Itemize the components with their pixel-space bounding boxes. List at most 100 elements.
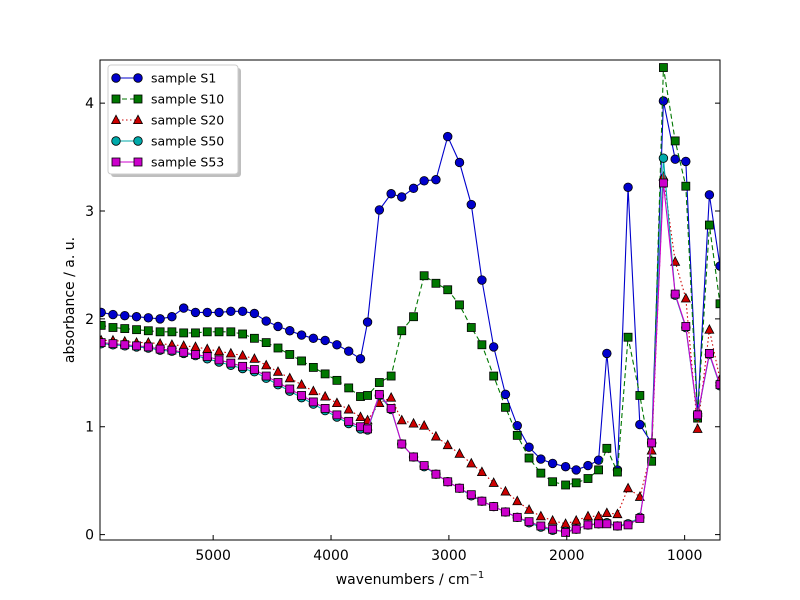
data-point <box>297 356 306 366</box>
data-point <box>442 439 453 450</box>
data-point <box>191 350 200 359</box>
data-point <box>715 261 720 271</box>
data-point <box>476 466 487 477</box>
data-point <box>704 190 715 200</box>
data-point <box>296 379 307 389</box>
data-point <box>273 378 283 387</box>
data-point <box>501 507 510 517</box>
data-point <box>320 369 330 379</box>
data-point <box>658 153 669 163</box>
data-point <box>179 328 189 338</box>
data-point <box>332 375 342 385</box>
legend-marker <box>111 94 121 104</box>
plot-frame <box>99 59 721 541</box>
data-point <box>612 508 623 519</box>
data-point <box>431 175 441 185</box>
data-point <box>386 391 397 402</box>
data-point <box>191 328 200 338</box>
y-tick-label: 4 <box>85 96 94 112</box>
data-point <box>466 457 477 468</box>
data-point <box>214 307 224 318</box>
data-point <box>374 205 385 215</box>
data-point <box>623 182 633 192</box>
data-point <box>386 404 396 413</box>
data-point <box>374 389 384 399</box>
data-point <box>500 389 511 400</box>
data-point <box>397 192 407 202</box>
data-point <box>670 136 680 146</box>
data-point <box>143 342 153 352</box>
data-point <box>431 469 441 479</box>
data-point <box>285 384 295 394</box>
data-point <box>571 514 582 525</box>
data-point <box>635 419 645 430</box>
data-point <box>108 339 118 349</box>
x-tick-label: 2000 <box>549 548 585 564</box>
data-point <box>692 423 703 433</box>
data-point <box>100 338 106 348</box>
data-point <box>343 403 354 414</box>
data-point <box>512 430 522 440</box>
data-point <box>386 371 396 381</box>
legend-entry: sample S53 <box>111 155 224 170</box>
data-point <box>560 461 571 472</box>
data-point <box>647 438 657 448</box>
data-point <box>362 317 373 327</box>
data-point <box>536 521 546 531</box>
series-5 <box>100 178 720 537</box>
data-point <box>561 480 570 490</box>
data-point <box>131 312 142 322</box>
data-point <box>397 326 407 336</box>
data-point <box>132 325 141 335</box>
data-point <box>512 495 523 506</box>
data-point <box>178 303 189 313</box>
data-point <box>602 443 612 453</box>
data-point <box>214 355 224 365</box>
data-point <box>143 313 154 323</box>
legend-entry: sample S1 <box>111 71 216 86</box>
legend-marker <box>133 94 143 104</box>
data-point <box>477 340 487 350</box>
data-point <box>419 420 430 430</box>
data-point <box>524 453 534 463</box>
data-point <box>454 448 465 458</box>
data-point <box>237 306 248 317</box>
data-point <box>466 490 476 500</box>
data-point <box>536 454 546 464</box>
data-point <box>681 322 691 331</box>
data-point <box>100 307 106 318</box>
data-point <box>583 474 593 483</box>
data-point <box>320 390 331 401</box>
y-tick-label: 0 <box>85 528 94 544</box>
legend-label: sample S1 <box>151 71 216 86</box>
data-point <box>261 316 271 326</box>
data-point <box>409 312 418 322</box>
data-point <box>501 402 510 412</box>
data-point <box>477 275 487 285</box>
data-point <box>238 361 248 371</box>
data-point <box>443 285 453 295</box>
data-point <box>396 414 407 425</box>
data-point <box>704 348 714 358</box>
data-point <box>524 442 534 452</box>
legend-entry: sample S10 <box>111 92 224 107</box>
data-point <box>466 323 476 332</box>
legend-marker <box>133 157 143 167</box>
data-point <box>296 330 307 340</box>
legend-entry: sample S20 <box>110 113 224 128</box>
data-point <box>397 439 407 449</box>
legend-marker <box>110 114 122 124</box>
data-point <box>332 340 342 350</box>
data-point <box>202 352 212 362</box>
data-point <box>308 333 319 343</box>
data-point <box>500 485 511 496</box>
data-point <box>226 306 236 317</box>
data-point <box>100 320 106 330</box>
data-point <box>536 468 546 478</box>
series-layer <box>100 63 720 537</box>
y-axis-title: absorbance / a. u. <box>62 237 78 363</box>
legend-label: sample S20 <box>151 113 224 128</box>
x-tick-label: 4000 <box>313 548 349 564</box>
data-point <box>308 363 318 372</box>
